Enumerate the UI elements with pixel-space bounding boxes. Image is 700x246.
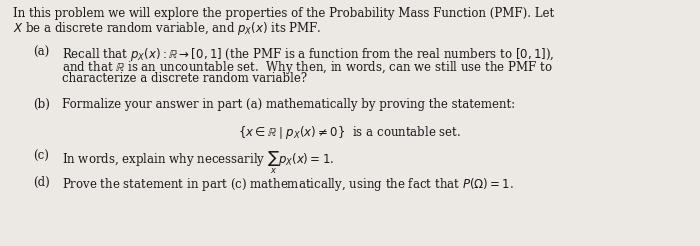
Text: Recall that $p_X(x): \mathbb{R} \to [0, 1]$ (the PMF is a function from the real: Recall that $p_X(x): \mathbb{R} \to [0, …	[62, 46, 554, 63]
Text: (d): (d)	[34, 176, 50, 189]
Text: Formalize your answer in part (a) mathematically by proving the statement:: Formalize your answer in part (a) mathem…	[62, 98, 514, 111]
Text: characterize a discrete random variable?: characterize a discrete random variable?	[62, 72, 307, 85]
Text: In words, explain why necessarily $\sum_x p_X(x) = 1$.: In words, explain why necessarily $\sum_…	[62, 150, 334, 176]
Text: and that $\mathbb{R}$ is an uncountable set.  Why then, in words, can we still u: and that $\mathbb{R}$ is an uncountable …	[62, 59, 552, 76]
Text: $X$ be a discrete random variable, and $p_X(x)$ its PMF.: $X$ be a discrete random variable, and $…	[13, 20, 321, 37]
Text: (b): (b)	[34, 98, 50, 111]
Text: (a): (a)	[34, 46, 50, 59]
Text: (c): (c)	[34, 150, 50, 163]
Text: Prove the statement in part (c) mathematically, using the fact that $P(\Omega) =: Prove the statement in part (c) mathemat…	[62, 176, 514, 193]
Text: In this problem we will explore the properties of the Probability Mass Function : In this problem we will explore the prop…	[13, 7, 554, 20]
Text: $\{x \in \mathbb{R} \mid p_X(x) \neq 0\}$  is a countable set.: $\{x \in \mathbb{R} \mid p_X(x) \neq 0\}…	[239, 124, 461, 141]
